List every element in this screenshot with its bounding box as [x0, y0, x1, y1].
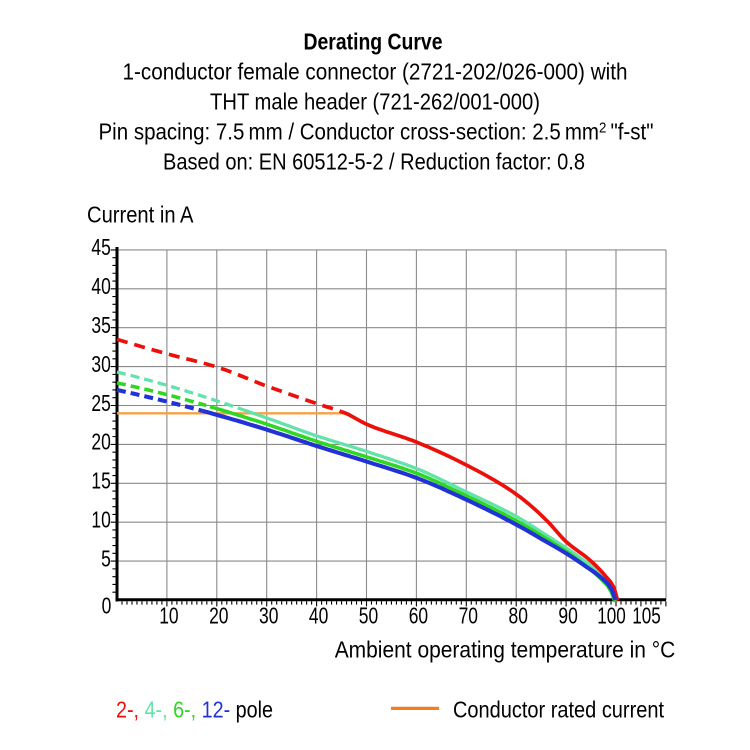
- svg-text:40: 40: [309, 603, 328, 629]
- svg-text:105: 105: [632, 603, 661, 629]
- svg-text:2-, 4-, 6-, 12- pole: 2-, 4-, 6-, 12- pole: [116, 697, 273, 723]
- svg-text:10: 10: [91, 507, 110, 533]
- svg-text:0: 0: [102, 593, 112, 619]
- svg-text:100: 100: [597, 603, 626, 629]
- svg-text:Derating Curve: Derating Curve: [304, 29, 443, 55]
- svg-text:80: 80: [509, 603, 528, 629]
- svg-text:25: 25: [91, 390, 110, 416]
- svg-text:30: 30: [259, 603, 278, 629]
- svg-text:60: 60: [409, 603, 428, 629]
- svg-text:THT male header (721-262/001-0: THT male header (721-262/001-000): [210, 89, 540, 115]
- svg-text:50: 50: [359, 603, 378, 629]
- svg-text:20: 20: [91, 429, 110, 455]
- svg-text:Conductor rated current: Conductor rated current: [453, 697, 664, 723]
- svg-text:20: 20: [209, 603, 228, 629]
- svg-text:35: 35: [91, 312, 110, 338]
- svg-text:70: 70: [459, 603, 478, 629]
- svg-text:45: 45: [91, 234, 110, 260]
- svg-text:10: 10: [159, 603, 178, 629]
- svg-text:5: 5: [101, 545, 111, 571]
- svg-text:40: 40: [91, 273, 110, 299]
- svg-text:Ambient operating temperature: Ambient operating temperature in °C: [335, 637, 676, 663]
- svg-text:30: 30: [91, 351, 110, 377]
- svg-text:15: 15: [91, 468, 110, 494]
- svg-text:Pin spacing: 7.5 mm / Conducto: Pin spacing: 7.5 mm / Conductor cross-se…: [99, 119, 654, 145]
- svg-text:1-conductor female connector (: 1-conductor female connector (2721-202/0…: [123, 59, 628, 85]
- svg-text:Current in A: Current in A: [87, 202, 194, 228]
- svg-text:Based on: EN 60512-5-2 / Reduc: Based on: EN 60512-5-2 / Reduction facto…: [163, 149, 585, 175]
- svg-text:90: 90: [558, 603, 577, 629]
